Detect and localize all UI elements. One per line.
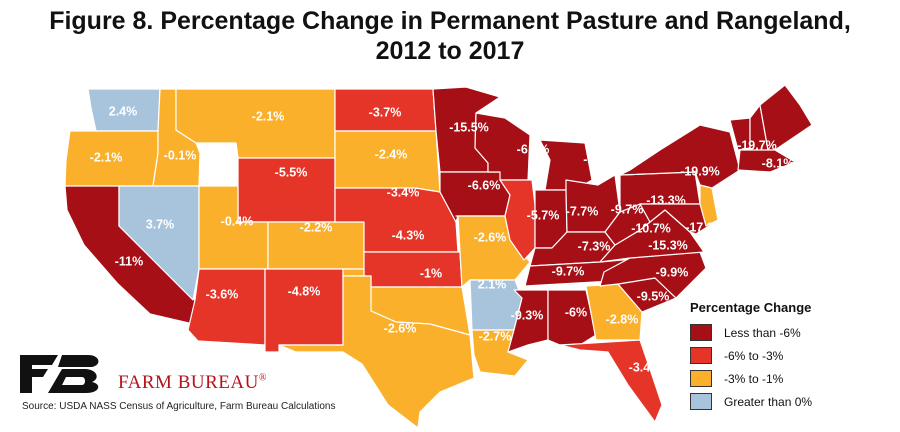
legend-title: Percentage Change bbox=[690, 300, 812, 315]
state-label-wy: -5.5% bbox=[275, 165, 308, 179]
state-label-ia: -6.6% bbox=[468, 178, 501, 192]
state-label-or: -2.1% bbox=[90, 150, 123, 164]
state-label-wa: 2.4% bbox=[109, 104, 138, 118]
farm-bureau-logo-icon bbox=[20, 355, 99, 393]
state-label-fl: -3.4% bbox=[629, 360, 662, 374]
state-label-tx: -2.6% bbox=[384, 321, 417, 335]
state-label-wi: -6.9% bbox=[517, 142, 550, 156]
state-label-ma: -25.5% bbox=[772, 176, 812, 190]
state-label-id: -0.1% bbox=[164, 148, 197, 162]
state-label-va: -15.3% bbox=[648, 238, 688, 252]
state-label-nj: -0.7% bbox=[717, 202, 750, 216]
state-label-nv: 3.7% bbox=[146, 217, 175, 231]
state-fl bbox=[559, 339, 663, 423]
state-label-ms: -9.3% bbox=[511, 308, 544, 322]
state-label-nh: -8.1% bbox=[762, 156, 795, 170]
state-sd bbox=[334, 130, 441, 193]
state-ks bbox=[363, 251, 463, 288]
state-label-az: -3.6% bbox=[206, 287, 239, 301]
state-label-wv: -10.7% bbox=[631, 221, 671, 235]
legend-swatch bbox=[690, 393, 712, 410]
legend-item-less-than-neg6: Less than -6% bbox=[690, 323, 890, 342]
legend-item-greater-than-0: Greater than 0% bbox=[690, 392, 890, 411]
state-label-nc: -9.9% bbox=[656, 265, 689, 279]
state-label-ne: -3.4% bbox=[387, 185, 420, 199]
legend-swatch bbox=[690, 324, 712, 341]
state-label-ga: -2.8% bbox=[606, 312, 639, 326]
state-label-sc: -9.5% bbox=[637, 289, 670, 303]
state-label-nd: -3.7% bbox=[369, 105, 402, 119]
legend-label: Greater than 0% bbox=[724, 394, 813, 409]
state-label-me: -23.7% bbox=[798, 130, 838, 144]
state-nm bbox=[264, 268, 344, 353]
state-label-sd: -2.4% bbox=[375, 147, 408, 161]
state-label-mn: -15.5% bbox=[449, 120, 489, 134]
state-label-la: -2.7% bbox=[479, 329, 512, 343]
legend-swatch bbox=[690, 370, 712, 387]
legend-item-neg3-to-neg1: -3% to -1% bbox=[690, 369, 890, 388]
state-label-ks: -4.3% bbox=[392, 228, 425, 242]
state-tx bbox=[278, 275, 475, 429]
state-label-vt: -19.7% bbox=[737, 138, 777, 152]
state-label-in: -7.7% bbox=[566, 204, 599, 218]
state-label-ok: -1% bbox=[420, 266, 442, 280]
state-ma bbox=[737, 149, 796, 173]
state-label-pa: -13.3% bbox=[646, 193, 686, 207]
state-label-ny: -19.9% bbox=[680, 164, 720, 178]
legend-swatch bbox=[690, 347, 712, 364]
state-label-mo: -2.6% bbox=[474, 230, 507, 244]
figure-title-line2: 2012 to 2017 bbox=[375, 37, 525, 65]
figure-title: Figure 8. Percentage Change in Permanent… bbox=[0, 6, 900, 66]
state-az bbox=[187, 268, 266, 346]
state-label-co: -2.2% bbox=[300, 220, 333, 234]
state-label-md: -17.3% bbox=[685, 220, 725, 234]
state-label-mi: -18.6% bbox=[583, 152, 623, 166]
state-label-al: -6% bbox=[565, 305, 587, 319]
registered-mark: ® bbox=[258, 372, 267, 384]
state-label-nm: -4.8% bbox=[288, 284, 321, 298]
legend-label: -6% to -3% bbox=[724, 348, 784, 363]
state-label-ky: -7.3% bbox=[578, 239, 611, 253]
legend-label: -3% to -1% bbox=[724, 371, 784, 386]
state-label-oh: -9.7% bbox=[611, 202, 644, 216]
state-mt bbox=[175, 88, 336, 159]
state-nv bbox=[118, 185, 200, 301]
legend-item-neg6-to-neg3: -6% to -3% bbox=[690, 346, 890, 365]
legend-label: Less than -6% bbox=[724, 325, 801, 340]
state-label-ar: 2.1% bbox=[478, 277, 507, 291]
legend: Percentage Change Less than -6% -6% to -… bbox=[690, 300, 890, 415]
state-il bbox=[499, 179, 536, 261]
state-ny bbox=[619, 124, 741, 189]
state-label-tn: -9.7% bbox=[552, 264, 585, 278]
state-wi bbox=[474, 112, 531, 181]
brand-name: FARM BUREAU® bbox=[118, 372, 267, 393]
state-label-ut: -0.4% bbox=[221, 214, 254, 228]
source-note: Source: USDA NASS Census of Agriculture,… bbox=[22, 401, 336, 412]
state-label-ca: -11% bbox=[115, 254, 144, 268]
state-label-mt: -2.1% bbox=[252, 109, 285, 123]
state-label-il: -5.7% bbox=[527, 208, 560, 222]
figure-title-line1: Figure 8. Percentage Change in Permanent… bbox=[49, 7, 851, 35]
